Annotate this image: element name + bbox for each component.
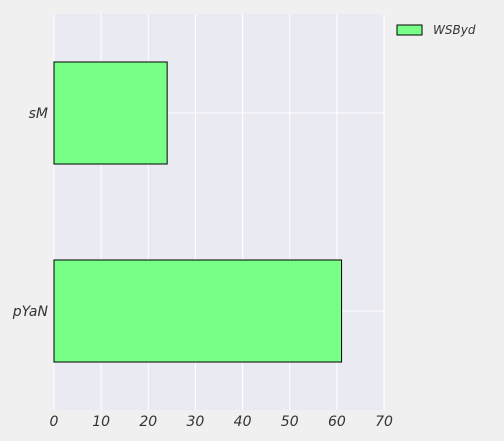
x-tick-label: 60 [328,414,346,430]
x-tick-labels: 0 10 20 30 40 50 60 70 [50,414,393,430]
y-tick-labels: sM pYaN [12,106,49,320]
x-tick-label: 50 [281,414,299,430]
x-tick-label: 70 [375,414,393,430]
x-tick-label: 0 [50,414,59,430]
bars [53,61,343,363]
legend-label: WSByd [433,23,476,37]
y-tick-label: pYaN [12,304,49,320]
legend-swatch [396,24,423,36]
bar-sM [53,61,168,165]
x-tick-label: 20 [139,414,157,430]
y-tick-label: sM [29,106,48,122]
bar-pYaN [53,259,343,363]
x-tick-label: 10 [92,414,110,430]
x-tick-label: 30 [187,414,205,430]
x-tick-label: 40 [234,414,252,430]
legend: WSByd [396,23,476,37]
